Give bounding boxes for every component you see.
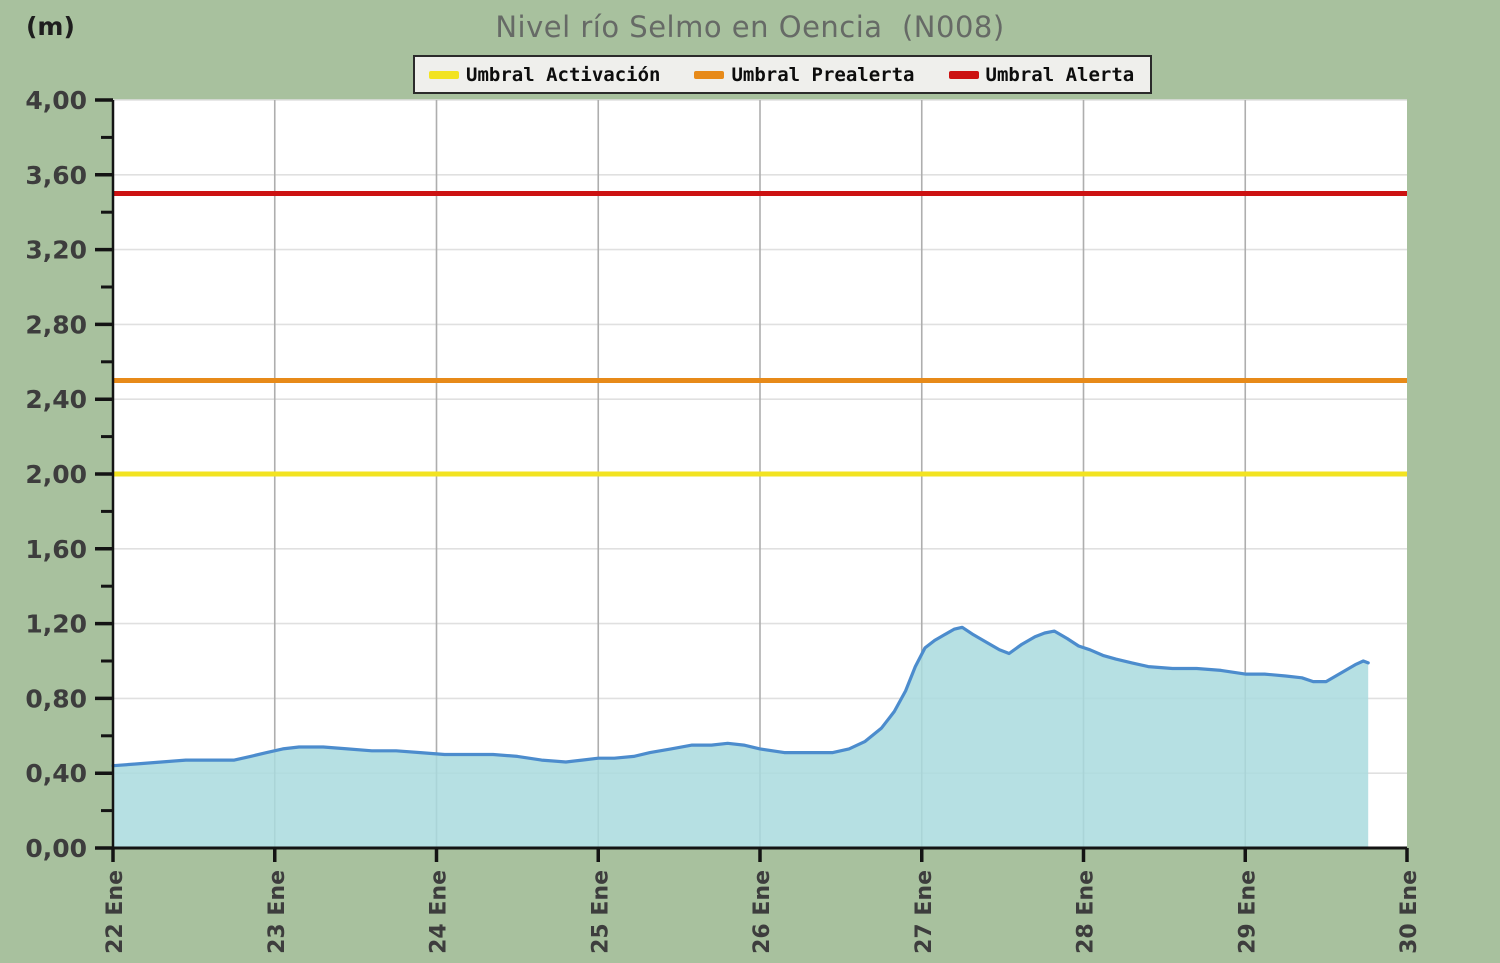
y-tick-label: 2,80 xyxy=(25,310,87,339)
y-tick-label: 0,40 xyxy=(25,759,87,788)
y-tick-label: 0,00 xyxy=(25,834,87,863)
legend-item-activacion: Umbral Activación xyxy=(429,64,660,86)
x-tick-label: 25 Ene xyxy=(588,870,613,954)
legend-label: Umbral Prealerta xyxy=(731,63,915,86)
legend-label: Umbral Activación xyxy=(466,63,661,86)
y-tick-label: 3,60 xyxy=(25,161,87,190)
y-axis-unit-label: (m) xyxy=(26,12,75,41)
legend-item-alerta: Umbral Alerta xyxy=(948,63,1135,86)
prealerta-swatch-icon xyxy=(694,70,725,79)
legend-item-prealerta: Umbral Prealerta xyxy=(694,63,915,86)
alerta-swatch-icon xyxy=(948,70,979,79)
chart-legend: Umbral Activación Umbral Prealerta Umbra… xyxy=(413,55,1153,94)
river-level-area xyxy=(113,627,1369,847)
x-tick-label: 24 Ene xyxy=(427,870,452,954)
x-tick-label: 27 Ene xyxy=(912,870,937,954)
x-tick-label: 26 Ene xyxy=(750,870,775,954)
river-level-line xyxy=(111,625,1370,768)
chart-title: Nivel río Selmo en Oencia (N008) xyxy=(495,10,1005,44)
y-tick-label: 0,80 xyxy=(25,684,87,713)
y-tick-label: 1,20 xyxy=(25,610,87,639)
y-tick-label: 2,00 xyxy=(25,460,87,489)
x-tick-label: 28 Ene xyxy=(1074,870,1099,954)
x-tick-label: 22 Ene xyxy=(103,870,128,954)
legend-label: Umbral Alerta xyxy=(985,63,1135,86)
y-tick-label: 2,40 xyxy=(25,385,87,414)
x-tick-label: 23 Ene xyxy=(265,870,290,954)
y-tick-label: 3,20 xyxy=(25,236,87,265)
y-tick-label: 1,60 xyxy=(25,535,87,564)
y-tick-label: 4,00 xyxy=(25,86,87,115)
x-tick-label: 29 Ene xyxy=(1235,870,1260,954)
activacion-swatch-icon xyxy=(429,70,459,79)
x-tick-label: 30 Ene xyxy=(1397,870,1422,954)
